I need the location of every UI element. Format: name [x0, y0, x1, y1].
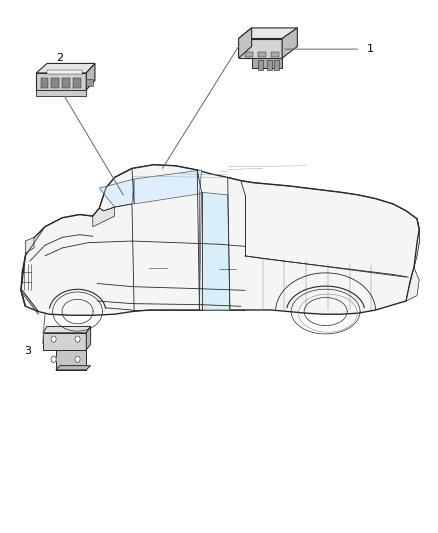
Polygon shape	[406, 268, 419, 301]
Polygon shape	[199, 192, 230, 310]
Polygon shape	[267, 60, 272, 70]
Polygon shape	[245, 52, 253, 57]
Polygon shape	[258, 52, 266, 57]
Polygon shape	[25, 237, 34, 253]
Polygon shape	[271, 52, 279, 57]
Polygon shape	[282, 28, 297, 58]
Circle shape	[75, 336, 80, 342]
Polygon shape	[73, 78, 81, 88]
Text: 1: 1	[367, 44, 374, 54]
Polygon shape	[43, 326, 91, 333]
Polygon shape	[86, 326, 91, 350]
Polygon shape	[99, 179, 134, 207]
Polygon shape	[56, 366, 91, 370]
Polygon shape	[239, 28, 297, 38]
Polygon shape	[21, 165, 419, 316]
Polygon shape	[239, 28, 252, 58]
Polygon shape	[47, 70, 82, 74]
Polygon shape	[86, 79, 93, 86]
Polygon shape	[62, 78, 70, 88]
Polygon shape	[41, 78, 48, 88]
Polygon shape	[134, 170, 201, 204]
Polygon shape	[93, 207, 115, 227]
Text: 3: 3	[24, 346, 31, 357]
Polygon shape	[51, 78, 59, 88]
Polygon shape	[36, 63, 95, 73]
Circle shape	[75, 356, 80, 362]
Text: 2: 2	[57, 53, 64, 63]
Polygon shape	[258, 60, 263, 70]
Polygon shape	[239, 38, 282, 58]
Polygon shape	[86, 63, 95, 90]
Polygon shape	[252, 58, 282, 68]
Circle shape	[51, 336, 56, 342]
Polygon shape	[199, 192, 201, 310]
Polygon shape	[274, 60, 279, 70]
Polygon shape	[43, 333, 86, 350]
Circle shape	[51, 356, 56, 362]
Polygon shape	[56, 350, 86, 370]
Polygon shape	[36, 90, 86, 96]
Polygon shape	[36, 73, 86, 90]
